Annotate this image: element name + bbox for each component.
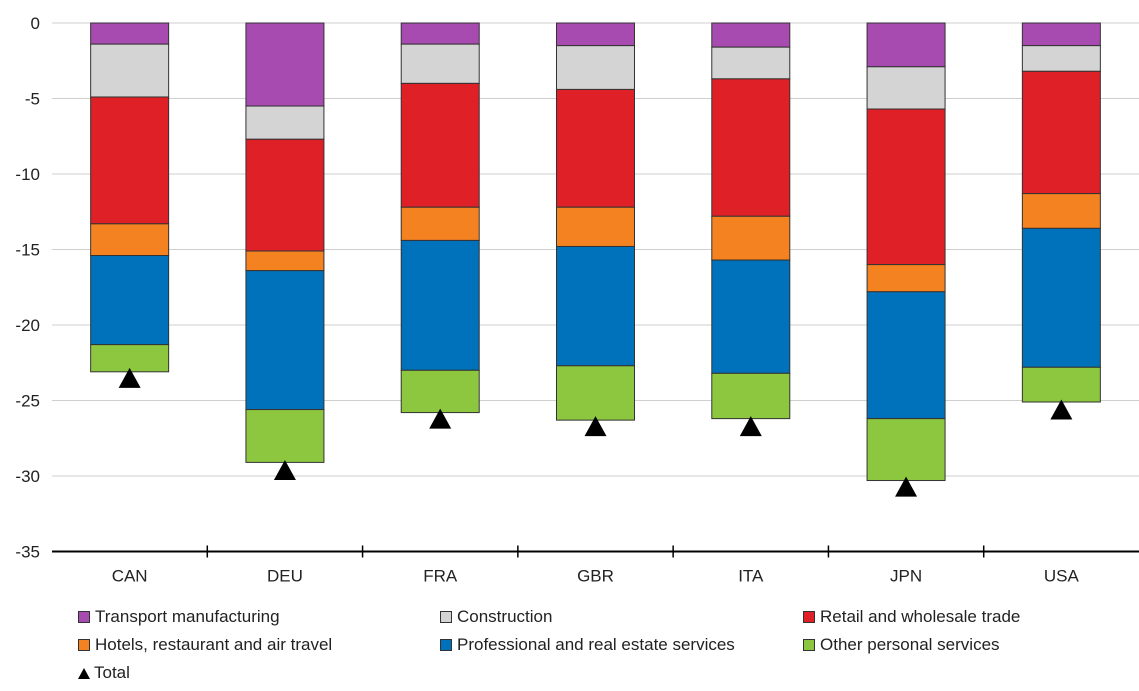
legend-swatch	[78, 639, 90, 651]
bar-segment	[556, 88, 635, 208]
bar-segment	[90, 96, 170, 225]
bar-segment	[245, 138, 325, 252]
legend-label: Professional and real estate services	[457, 635, 735, 654]
legend-item: Transport manufacturing	[78, 607, 280, 627]
bar-segment	[711, 46, 791, 80]
total-marker	[118, 367, 141, 388]
y-tick-label: -5	[25, 90, 40, 109]
legend-label: Transport manufacturing	[95, 607, 280, 626]
bar-segment	[400, 43, 480, 84]
bar-segment	[245, 105, 325, 140]
y-tick-label: -20	[15, 316, 40, 335]
legend-label: Retail and wholesale trade	[820, 607, 1021, 626]
total-marker	[895, 476, 918, 497]
total-marker	[429, 408, 452, 429]
bar-segment	[1021, 227, 1101, 368]
legend-item: Retail and wholesale trade	[803, 607, 1020, 627]
bar-segment	[1021, 193, 1101, 229]
y-tick-label: -10	[15, 165, 40, 184]
bar-segment	[711, 215, 791, 261]
bar-segment	[90, 344, 170, 373]
bar-segment	[711, 22, 791, 48]
y-tick-label: -30	[15, 467, 40, 486]
x-category-label: JPN	[890, 567, 922, 586]
bar-segment	[400, 82, 480, 208]
bar-segment	[90, 223, 170, 257]
bar-segment	[711, 78, 791, 217]
bar-segment	[400, 239, 480, 371]
legend: Transport manufacturing Construction Retai…	[78, 607, 1118, 691]
bar-segment	[711, 259, 791, 374]
bar-segment	[1021, 70, 1101, 195]
total-marker	[739, 416, 762, 437]
total-marker	[273, 459, 296, 480]
legend-item: Construction	[440, 607, 552, 627]
bar-segment	[245, 409, 325, 463]
total-markers	[118, 367, 1073, 497]
x-category-label: USA	[1044, 567, 1080, 586]
total-marker	[1050, 399, 1073, 420]
bar-segment	[866, 22, 946, 68]
bar-segment	[90, 43, 170, 98]
legend-swatch	[803, 611, 815, 623]
bar-segment	[400, 369, 480, 414]
bar-segment	[400, 206, 480, 241]
y-axis-ticks: 0 -5 -10 -15 -20 -25 -30 -35	[15, 14, 40, 562]
bar-segment	[1021, 22, 1101, 47]
bar-segment	[556, 45, 635, 90]
bar-segment	[556, 22, 635, 47]
bar-segment	[866, 66, 946, 110]
x-category-label: FRA	[423, 567, 458, 586]
legend-label: Total	[94, 663, 130, 682]
legend-swatch	[440, 611, 452, 623]
bar-segment	[866, 418, 946, 482]
bar-segment	[866, 108, 946, 266]
x-category-label: DEU	[267, 567, 303, 586]
bar-segment	[90, 255, 170, 346]
bar-segment	[400, 22, 480, 45]
legend-label: Other personal services	[820, 635, 1000, 654]
x-axis: CAN DEU FRA GBR ITA JPN USA	[52, 545, 1139, 586]
bar-segments	[90, 22, 1101, 482]
bar-segment	[1021, 45, 1101, 72]
x-category-label: ITA	[738, 567, 764, 586]
bar-segment	[866, 264, 946, 293]
bar-segment	[245, 22, 325, 107]
bar-segment	[245, 250, 325, 272]
y-tick-label: -25	[15, 392, 40, 411]
legend-item-total: Total	[78, 663, 130, 683]
legend-swatch	[440, 639, 452, 651]
bar-segment	[90, 22, 170, 45]
bar-segment	[556, 365, 635, 421]
legend-label: Construction	[457, 607, 553, 626]
bar-segment	[245, 270, 325, 411]
x-category-label: GBR	[577, 567, 614, 586]
legend-item: Professional and real estate services	[440, 635, 735, 655]
legend-label: Hotels, restaurant and air travel	[95, 635, 333, 654]
bar-segment	[711, 372, 791, 420]
legend-swatch	[78, 611, 90, 623]
bar-segment	[1021, 366, 1101, 403]
bar-segment	[556, 245, 635, 367]
y-tick-label: -15	[15, 241, 40, 260]
legend-item: Other personal services	[803, 635, 1000, 655]
total-marker	[584, 416, 607, 437]
x-category-label: CAN	[112, 567, 148, 586]
triangle-icon	[78, 667, 90, 679]
legend-item: Hotels, restaurant and air travel	[78, 635, 332, 655]
bar-segment	[556, 206, 635, 247]
legend-swatch	[803, 639, 815, 651]
bar-segment	[866, 291, 946, 420]
y-tick-label: -35	[15, 543, 40, 562]
stacked-bar-chart: 0 -5 -10 -15 -20 -25 -30 -35 CAN DEU FRA GBR ITA JPN…	[15, 14, 1139, 586]
y-tick-label: 0	[31, 14, 40, 33]
